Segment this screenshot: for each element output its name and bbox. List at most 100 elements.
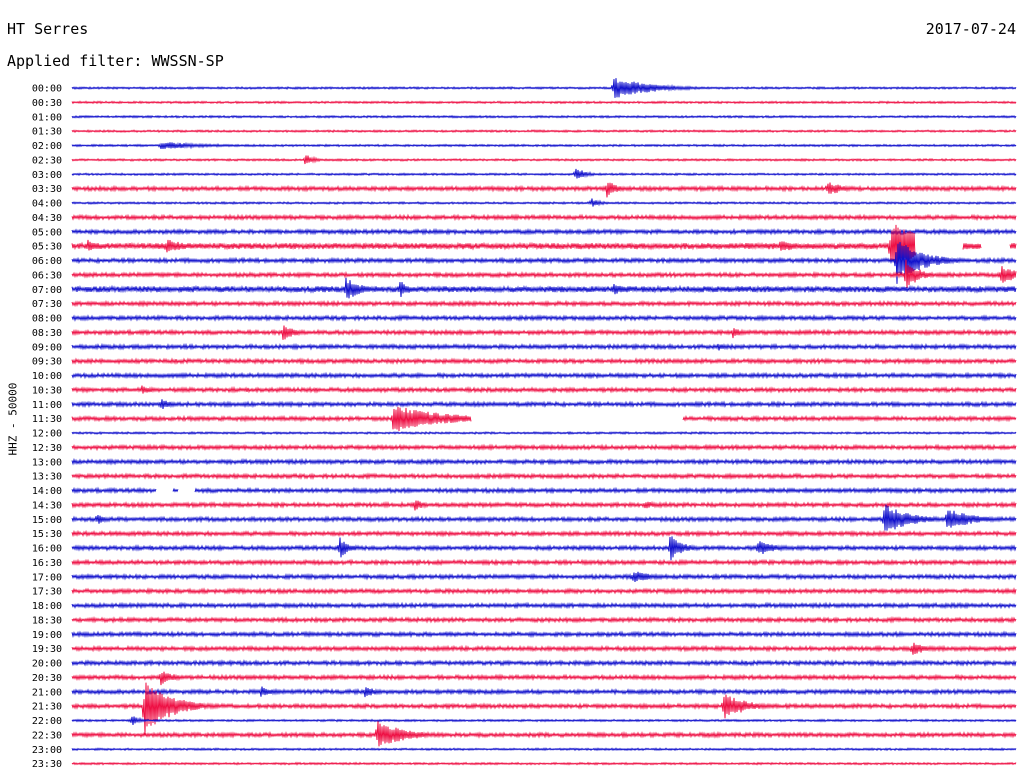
station-title: HT Serres	[7, 20, 89, 38]
trace-line	[71, 536, 1017, 561]
row-time-label: 15:30	[32, 529, 62, 540]
row-time-label: 04:30	[32, 213, 62, 224]
trace-line	[71, 227, 1017, 236]
trace-line	[71, 100, 1017, 105]
trace-line	[71, 716, 1017, 725]
trace-line	[71, 601, 1017, 610]
trace-line	[71, 182, 1017, 198]
trace-line	[71, 443, 1017, 452]
trace-line	[71, 472, 1017, 481]
trace-line	[71, 571, 1017, 583]
trace-line	[71, 430, 1017, 436]
date-label: 2017-07-24	[925, 20, 1016, 38]
row-time-label: 15:00	[32, 515, 62, 526]
row-time-label: 02:30	[32, 155, 62, 166]
trace-line	[71, 168, 1017, 179]
trace-line	[71, 277, 1017, 299]
trace-line	[71, 747, 1017, 752]
row-time-label: 23:30	[32, 759, 62, 770]
trace-line	[71, 342, 1017, 351]
row-time-label: 11:30	[32, 414, 62, 425]
row-time-label: 21:30	[32, 702, 62, 713]
trace-line	[71, 325, 1017, 340]
trace-line	[71, 399, 1017, 410]
trace-line	[71, 213, 1017, 222]
row-time-label: 07:00	[32, 285, 62, 296]
row-time-label: 13:30	[32, 472, 62, 483]
row-time-label: 06:00	[32, 256, 62, 267]
row-time-label: 05:00	[32, 227, 62, 238]
trace-line	[71, 198, 1017, 207]
row-time-label: 01:30	[32, 127, 62, 138]
row-label-group: 00:00 00:30 01:00 01:30 02:00 02:30 03:00 03:30…	[32, 84, 62, 771]
row-time-label: 07:30	[32, 299, 62, 310]
row-time-label: 19:00	[32, 630, 62, 641]
trace-line	[71, 114, 1017, 119]
trace-line	[71, 659, 1017, 667]
trace-line	[71, 721, 1017, 747]
trace-line	[71, 357, 1017, 366]
row-time-label: 22:00	[32, 716, 62, 727]
trace-line	[71, 155, 1017, 165]
filter-label: Applied filter: WWSSN-SP	[7, 52, 224, 70]
row-time-label: 12:30	[32, 443, 62, 454]
row-time-label: 10:00	[32, 371, 62, 382]
trace-line	[71, 682, 1017, 735]
trace-line	[71, 129, 1017, 134]
row-time-label: 13:00	[32, 457, 62, 468]
trace-line	[71, 371, 1017, 380]
row-time-label: 22:30	[32, 730, 62, 741]
trace-group	[71, 78, 1017, 766]
row-time-label: 11:00	[32, 400, 62, 411]
trace-line	[71, 486, 1017, 495]
trace-line	[71, 529, 1017, 538]
trace-line	[71, 299, 1017, 308]
row-time-label: 03:30	[32, 184, 62, 195]
row-time-label: 17:00	[32, 572, 62, 583]
row-time-label: 09:30	[32, 357, 62, 368]
trace-line	[71, 406, 1017, 432]
row-time-label: 08:00	[32, 314, 62, 325]
row-time-label: 00:00	[32, 84, 62, 95]
trace-line	[71, 615, 1017, 624]
trace-line	[71, 558, 1017, 567]
row-time-label: 17:30	[32, 587, 62, 598]
trace-line	[71, 78, 1017, 98]
row-time-label: 18:00	[32, 601, 62, 612]
row-time-label: 14:30	[32, 500, 62, 511]
row-time-label: 00:30	[32, 98, 62, 109]
trace-line	[71, 761, 1017, 766]
trace-line	[71, 314, 1017, 322]
trace-line	[71, 587, 1017, 596]
row-time-label: 04:00	[32, 199, 62, 210]
trace-line	[71, 630, 1017, 639]
row-time-label: 21:00	[32, 687, 62, 698]
row-time-label: 01:00	[32, 112, 62, 123]
row-time-label: 20:30	[32, 673, 62, 684]
trace-line	[71, 686, 1017, 698]
trace-line	[71, 224, 1017, 265]
trace-line	[71, 259, 1017, 288]
trace-line	[71, 241, 1017, 284]
row-time-label: 16:00	[32, 544, 62, 555]
row-time-label: 12:00	[32, 429, 62, 440]
row-time-label: 03:00	[32, 170, 62, 181]
trace-line	[71, 504, 1017, 531]
row-time-label: 08:30	[32, 328, 62, 339]
trace-line	[71, 642, 1017, 655]
trace-line	[71, 141, 1017, 150]
row-time-label: 02:00	[32, 141, 62, 152]
row-time-label: 05:30	[32, 242, 62, 253]
row-time-label: 16:30	[32, 558, 62, 569]
trace-line	[71, 385, 1017, 394]
row-time-label: 23:00	[32, 745, 62, 756]
row-time-label: 20:00	[32, 659, 62, 670]
row-time-label: 10:30	[32, 385, 62, 396]
row-time-label: 09:00	[32, 342, 62, 353]
row-time-label: 19:30	[32, 644, 62, 655]
row-time-label: 18:30	[32, 615, 62, 626]
row-time-label: 14:00	[32, 486, 62, 497]
trace-line	[71, 457, 1017, 466]
trace-line	[71, 500, 1017, 511]
